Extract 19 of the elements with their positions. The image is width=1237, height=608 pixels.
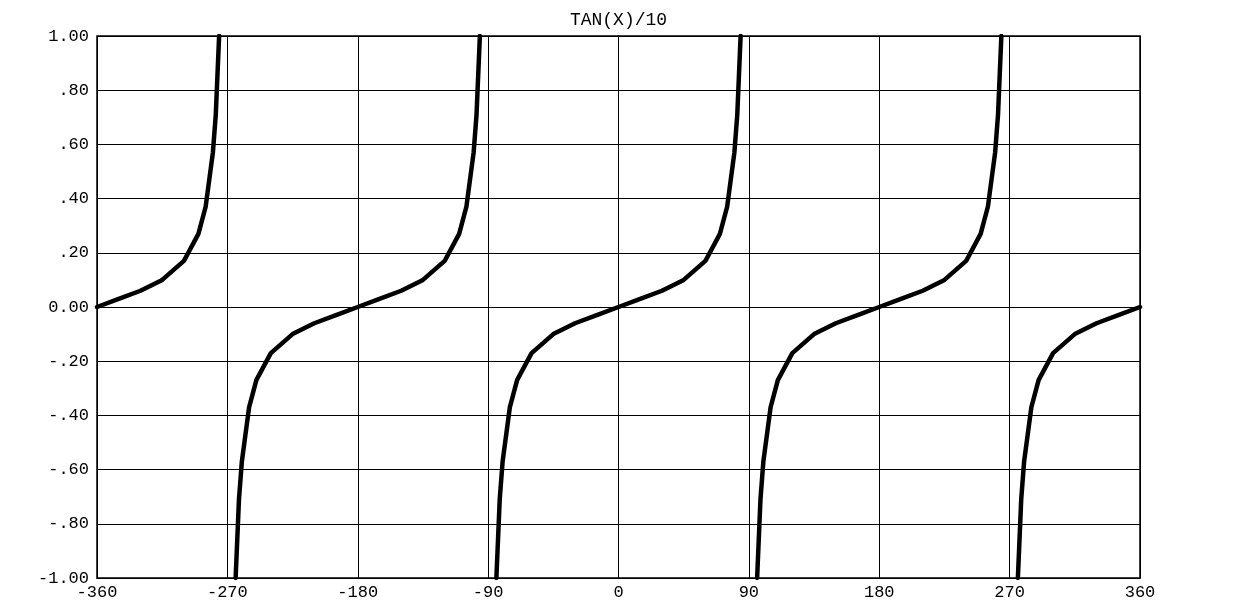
chart-title: TAN(X)/10 bbox=[569, 10, 668, 30]
y-tick-label: -.60 bbox=[48, 460, 89, 480]
y-tick-label: .60 bbox=[58, 134, 89, 154]
x-tick-label: -90 bbox=[472, 583, 504, 602]
x-tick-label: 270 bbox=[994, 583, 1025, 602]
x-tick-label: -270 bbox=[206, 583, 248, 602]
y-tick-label: -.80 bbox=[48, 514, 89, 534]
x-tick-label: -180 bbox=[337, 583, 379, 602]
y-tick-label: .20 bbox=[58, 243, 89, 263]
x-tick-label: 90 bbox=[738, 583, 760, 602]
x-tick-label: 0 bbox=[613, 583, 624, 602]
y-tick-label: 1.00 bbox=[48, 26, 89, 46]
y-tick-label: -.40 bbox=[48, 405, 89, 425]
y-tick-label: 0.00 bbox=[48, 297, 89, 317]
y-tick-label: .40 bbox=[58, 189, 89, 209]
x-tick-label: 180 bbox=[863, 583, 895, 602]
y-tick-label: -.20 bbox=[48, 351, 89, 371]
y-tick-label: .80 bbox=[58, 80, 89, 100]
x-tick-label: 360 bbox=[1124, 583, 1156, 602]
